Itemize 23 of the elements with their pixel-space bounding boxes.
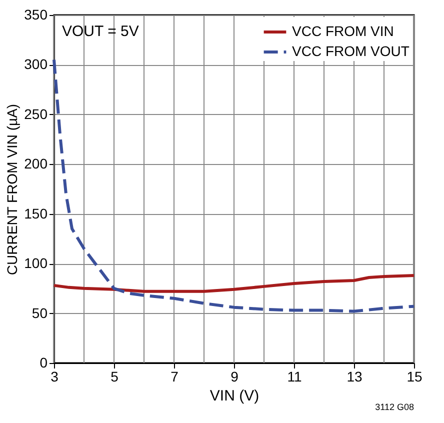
legend-label: VCC FROM VIN [292,23,394,39]
y-tick-label: 250 [24,106,48,122]
line-series [52,58,416,313]
y-tick-label: 0 [40,354,48,370]
line-series [52,274,416,293]
y-tick-label: 350 [24,6,48,22]
y-tick-label: 100 [24,255,48,272]
x-tick-label: 9 [230,368,239,384]
annotation: VOUT = 5V [62,23,139,40]
x-tick-label: 13 [346,368,362,384]
y-tick-label: 200 [24,156,48,172]
x-tick-label: 3 [50,368,59,384]
y-tick-label: 150 [24,205,48,222]
y-tick-label: 300 [24,56,48,72]
x-tick-label: 11 [287,368,302,384]
x-tick-label: 7 [170,368,179,384]
x-tick-label: 5 [110,368,119,384]
text: 3112 G08 [375,402,414,412]
legend-label: VCC FROM VOUT [292,43,410,59]
x-tick-label: 15 [406,368,422,384]
x-axis-title: VIN (V) [210,388,260,404]
y-tick-label: 50 [32,304,48,321]
y-axis-title: CURRENT FROM VIN (µA) [4,104,20,276]
